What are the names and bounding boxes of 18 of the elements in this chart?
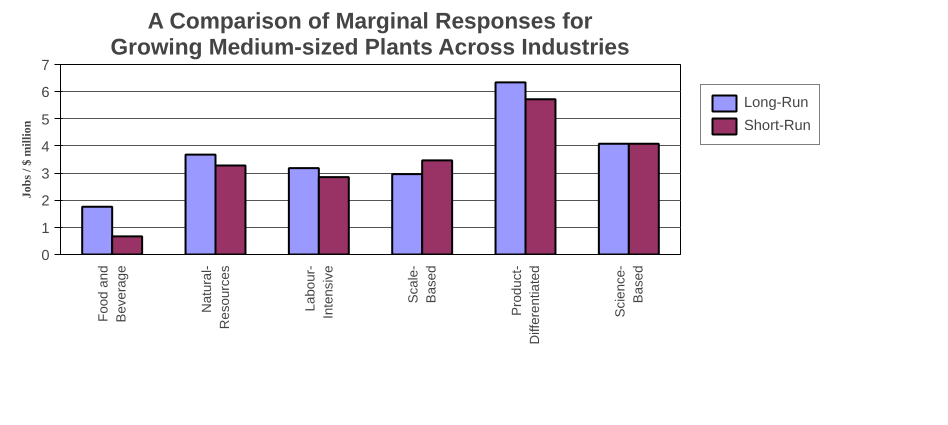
- y-tick-label: 7: [41, 58, 50, 74]
- y-tick-label: 4: [41, 139, 50, 156]
- legend-label: Long-Run: [744, 95, 808, 111]
- y-tick-label: 0: [41, 248, 50, 264]
- y-axis-title: Jobs / $ million: [19, 120, 34, 198]
- legend-label: Short-Run: [744, 118, 811, 134]
- y-tick-label: 2: [41, 194, 50, 210]
- chart-title: A Comparison of Marginal Responses for Growing Medium-sized Plants Across Industries: [110, 8, 630, 60]
- x-tick-label: Product- Differentiated: [509, 265, 542, 345]
- x-tick-label: Science- Based: [612, 265, 646, 318]
- y-tick-label: 5: [41, 112, 50, 128]
- x-tick-label: Scale- Based: [406, 265, 439, 304]
- x-tick-label: Labour- Intensive: [302, 265, 336, 319]
- x-tick-label: Natural- Resources: [199, 265, 232, 330]
- y-tick-label: 3: [41, 166, 50, 183]
- x-tick-label: Food and Beverage: [96, 265, 129, 323]
- y-tick-label: 1: [41, 220, 50, 237]
- y-tick-label: 6: [41, 85, 50, 102]
